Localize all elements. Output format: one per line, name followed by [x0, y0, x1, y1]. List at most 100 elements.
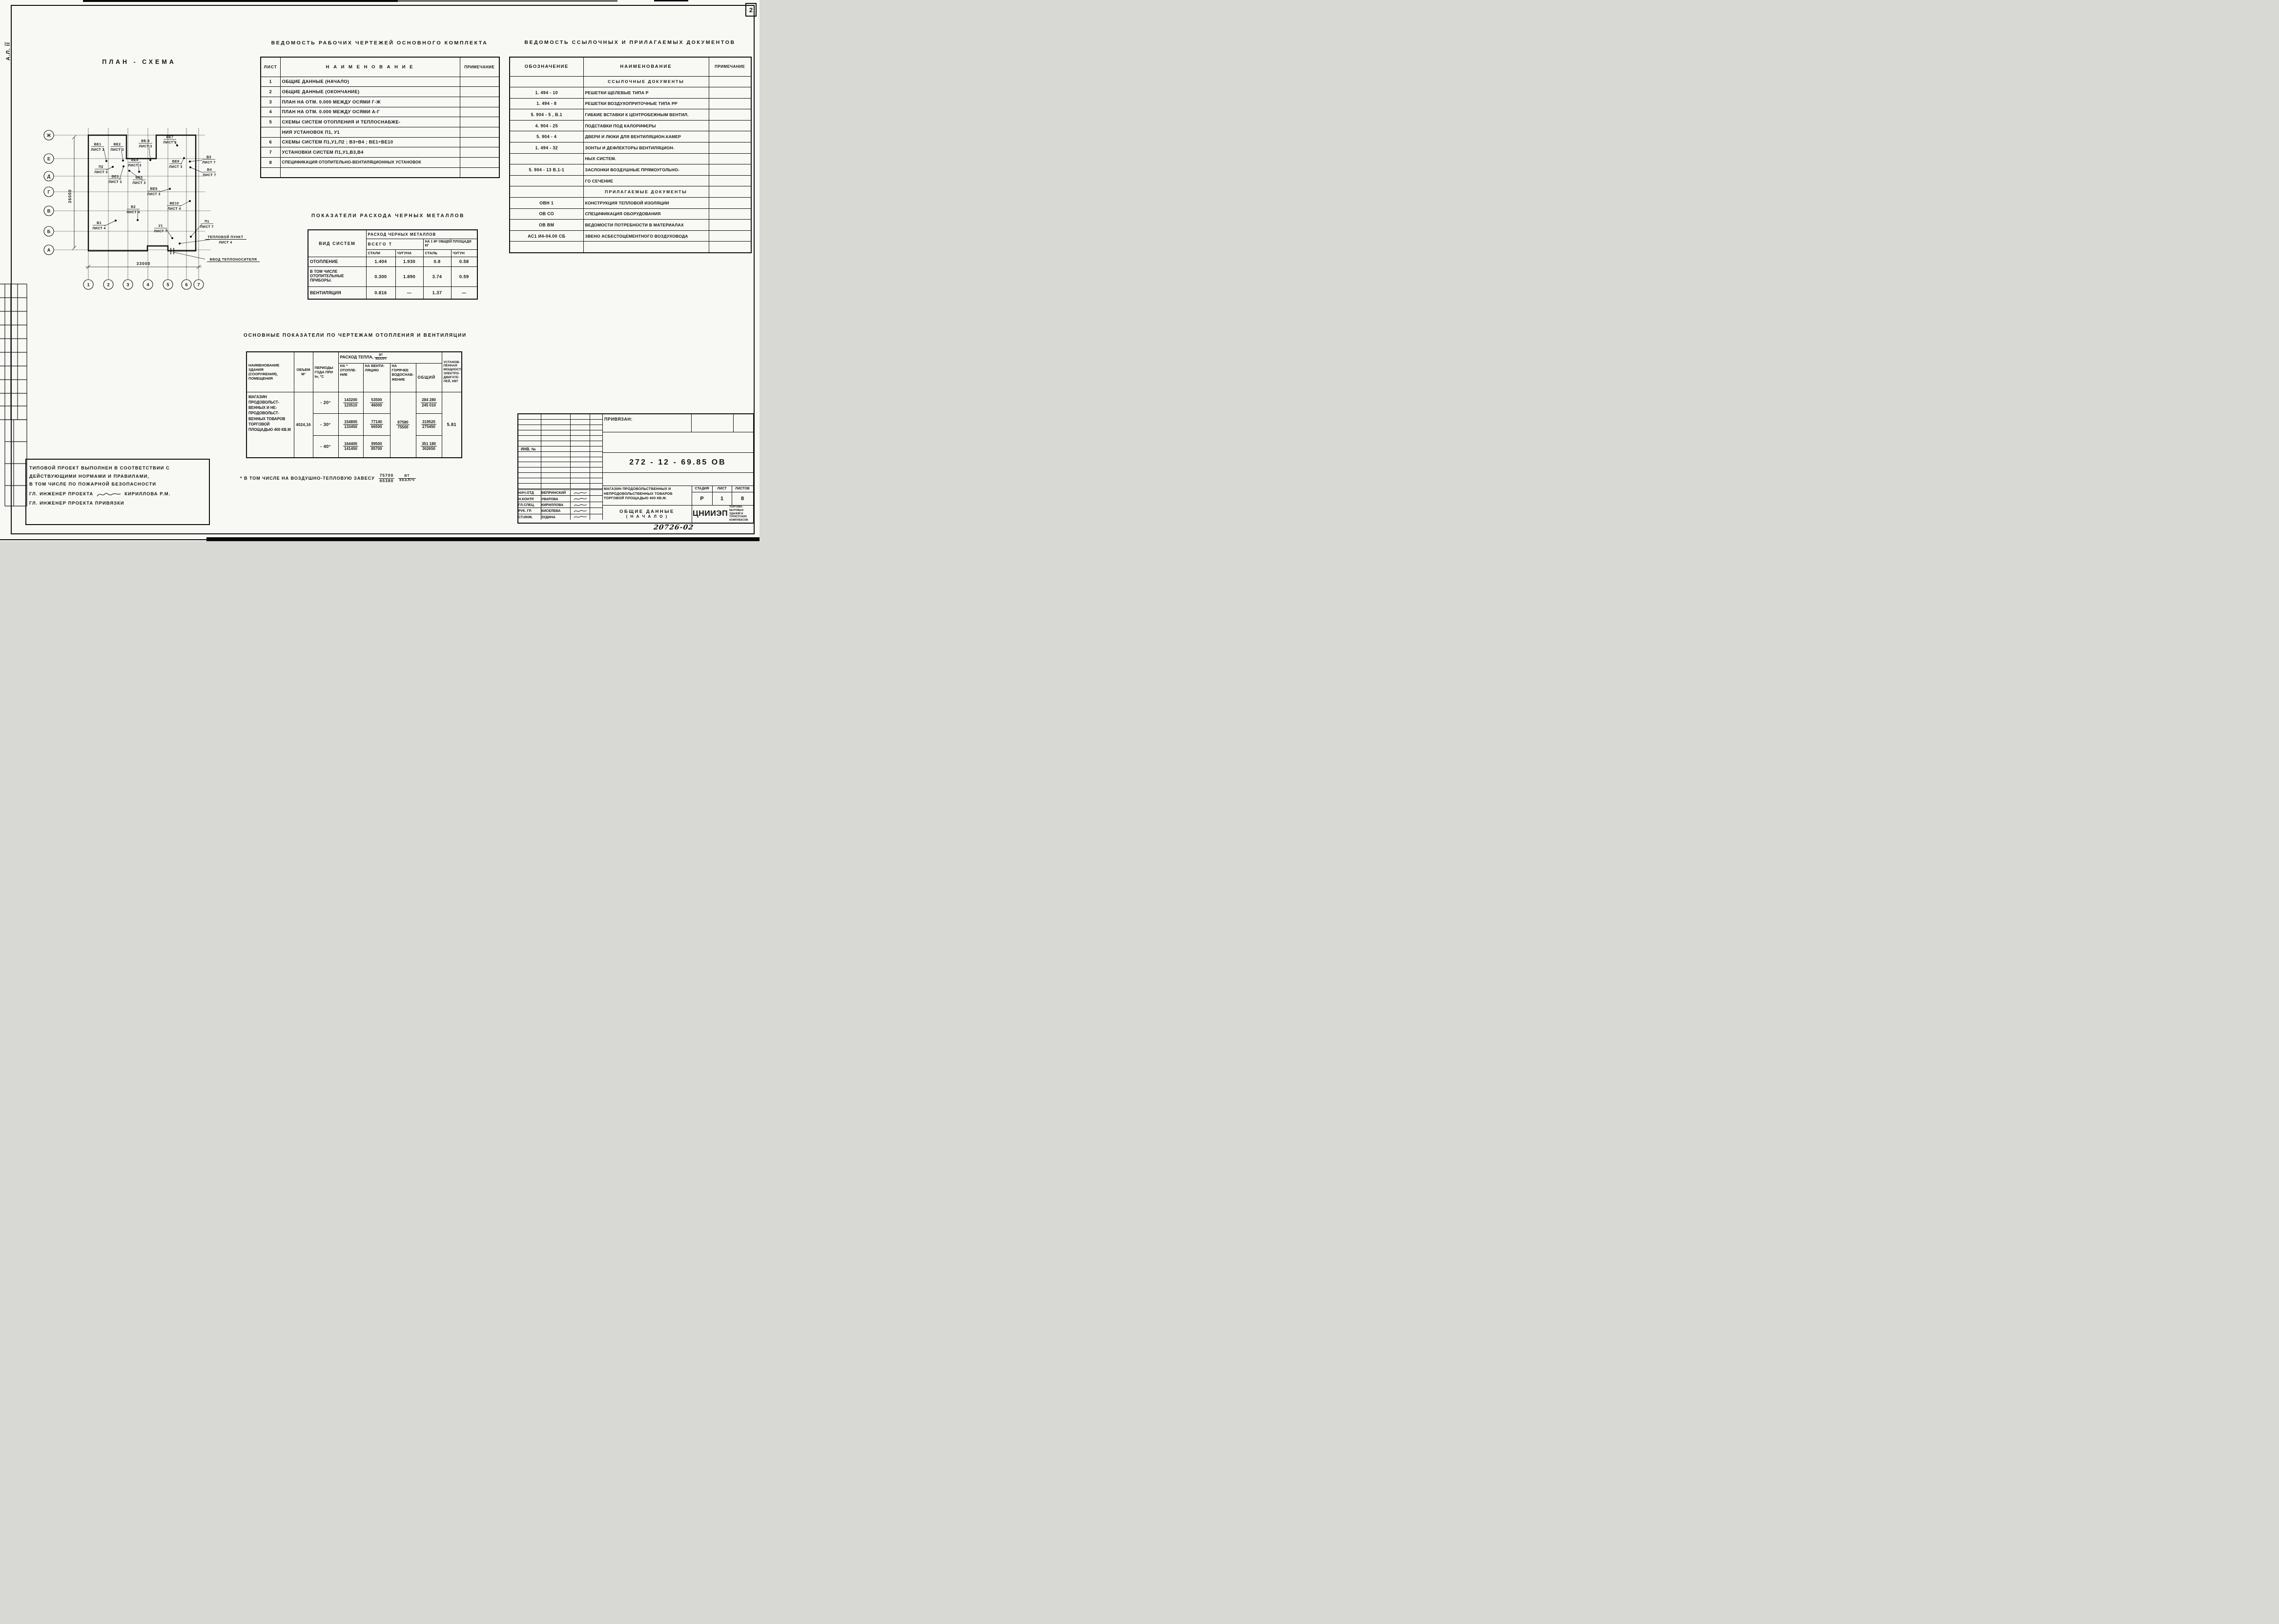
- sheet-frame: [11, 5, 755, 534]
- indicators-row: - 40° 164400 141450 99500 85700 351 180 302…: [246, 435, 462, 458]
- title-block-left-grid: [518, 414, 603, 489]
- signature-row: СТ.ИНЖ. ЗУДИНА: [518, 513, 602, 520]
- metals-title: ПОКАЗАТЕЛИ РАСХОДА ЧЕРНЫХ МЕТАЛЛОВ: [311, 213, 465, 219]
- leader-lines: [103, 140, 210, 260]
- blank-grid-row: [518, 419, 602, 425]
- blank-grid-row: [518, 446, 602, 452]
- metals-row: ВЕНТИЛЯЦИЯ 0.816 — 1.37 —: [308, 286, 478, 300]
- indicators-row: МАГАЗИН ПРОДОВОЛЬСТ­ВЕННЫХ И НЕ­ПРОДОВОЛ…: [246, 391, 462, 458]
- doc-number-cell: 272 - 12 - 69.85 ОВ: [602, 452, 753, 473]
- svg-text:ЛИСТ 4: ЛИСТ 4: [126, 211, 140, 214]
- metals-sub: СТАЛИ: [366, 249, 396, 257]
- plan-label-heat-point: ТЕПЛОВОЙ ПУНКТ ЛИСТ 4: [205, 235, 246, 244]
- blank-grid-row: [518, 441, 602, 447]
- svg-text:3: 3: [126, 283, 129, 287]
- svg-text:ТЕПЛОВОЙ ПУНКТ: ТЕПЛОВОЙ ПУНКТ: [207, 235, 243, 239]
- blank-grid-row: [518, 484, 602, 489]
- svg-text:5: 5: [166, 283, 169, 287]
- signature-squiggle: [97, 492, 121, 496]
- h-sub2: НА ВЕНТИ­ЛЯЦИЮ: [363, 363, 390, 392]
- plan-label: П2 ЛИСТ 3: [94, 165, 107, 174]
- worksheets-title: ВЕДОМОСТЬ РАБОЧИХ ЧЕРТЕЖЕЙ ОСНОВНОГО КОМ…: [271, 40, 488, 46]
- power-value: 5.81: [441, 391, 462, 458]
- metals-band-total: ВСЕГО Т: [366, 238, 424, 250]
- page-number-box: 2: [745, 3, 757, 17]
- svg-text:ЛИСТ 4: ЛИСТ 4: [167, 207, 181, 211]
- dimension-vertical: [72, 135, 77, 250]
- svg-text:А: А: [47, 248, 51, 253]
- svg-text:ЛИСТ 4: ЛИСТ 4: [92, 227, 105, 230]
- dim-33000: 33000: [137, 261, 151, 266]
- scan-artifact-bottom: [206, 537, 760, 541]
- metals-sub: СТАЛЬ: [423, 249, 452, 257]
- project-cell: МАГАЗИН ПРОДОВОЛЬСТВЕННЫХ И НЕПРОДОВОЛЬС…: [602, 486, 692, 506]
- plan-label: ВЕ3 ЛИСТ 3: [108, 175, 122, 184]
- svg-text:П2: П2: [99, 165, 103, 169]
- svg-text:ЛИСТ 4: ЛИСТ 4: [219, 241, 232, 244]
- svg-text:В3: В3: [206, 156, 211, 159]
- svg-text:ВЕ1: ВЕ1: [94, 143, 102, 146]
- ref-row: 1. 494 - 10 РЕШЕТКИ ЩЕЛЕВЫЕ ТИПА Р: [509, 87, 752, 99]
- ref-row: 5. 904 - 4 ДВЕРИ И ЛЮКИ ДЛЯ ВЕНТИЛЯЦИОН.…: [509, 131, 752, 143]
- indicators-row: - 30° 154800 133450 77140 66500 319520 2754…: [246, 413, 462, 436]
- worksheet-row: 7 УСТАНОВКИ СИСТЕМ П1,У1,В3,В4: [260, 147, 500, 158]
- plan-label: ВЕ5 ЛИСТ 3: [132, 176, 145, 185]
- sheets-value: 8: [732, 492, 753, 506]
- worksheet-row: 2 ОБЩИЕ ДАННЫЕ (ОКОНЧАНИЕ): [260, 86, 500, 97]
- ref-row: 1. 494 - 8 РЕШЕТКИ ВОЗДУХОПРИТОЧНЫЕ ТИПА…: [509, 98, 752, 110]
- plan-label-inlet: ВВОД ТЕПЛОНОСИТЕЛЯ: [207, 258, 260, 262]
- svg-text:ВЕ4: ВЕ4: [131, 159, 139, 162]
- svg-text:В2: В2: [131, 205, 136, 209]
- svg-text:ВЕ2: ВЕ2: [114, 143, 121, 146]
- plan-label: ВЕ4 ЛИСТ 3: [128, 159, 141, 167]
- svg-text:ВЕ5: ВЕ5: [136, 176, 143, 180]
- plan-label: П1 ЛИСТ 7: [200, 220, 213, 229]
- ref-row: НЫХ СИСТЕМ.: [509, 153, 752, 165]
- org-subtitle: ТОРГОВО-БЫТОВЫХ ЗДАНИЙ И ТУРИСТСКИХ КОМП…: [729, 506, 748, 522]
- scan-artifact-top2: [398, 0, 617, 1]
- ref-row: ОВ СО СПЕЦИФИКАЦИЯ ОБОРУДОВАНИЯ: [509, 208, 752, 220]
- col-axis-circles: 1 2 3 4 5 6 7: [83, 279, 204, 290]
- signature-squiggle: [574, 498, 587, 500]
- blank-grid-row: [518, 457, 602, 463]
- signature-squiggle: [574, 492, 587, 494]
- svg-text:ВЕ3: ВЕ3: [112, 175, 119, 179]
- ref-row: ПРИЛАГАЕМЫЕ ДОКУМЕНТЫ: [509, 186, 752, 198]
- svg-text:6: 6: [185, 283, 187, 287]
- svg-text:ВЕ7: ВЕ7: [166, 136, 174, 139]
- svg-text:ЛИСТ 3: ЛИСТ 3: [91, 148, 104, 152]
- col-note: ПРИМЕЧАНИЕ: [459, 57, 500, 77]
- svg-text:Ж: Ж: [46, 133, 51, 138]
- svg-text:ЛИСТ 3: ЛИСТ 3: [128, 164, 141, 167]
- worksheet-row: 1 ОБЩИЕ ДАННЫЕ (НАЧАЛО): [260, 76, 500, 87]
- svg-text:ЛИСТ 3: ЛИСТ 3: [163, 141, 176, 144]
- svg-text:Д: Д: [47, 174, 51, 179]
- footnote: * В ТОМ ЧИСЛЕ НА ВОЗДУШНО-ТЕПЛОВУЮ ЗАВЕС…: [240, 473, 416, 483]
- sheet-value: 1: [712, 492, 732, 506]
- note-engineer-line: ГЛ. ИНЖЕНЕР ПРОЕКТА КИРИЛЛОВА Р.М.: [29, 490, 170, 498]
- refs-table: ОБОЗНАЧЕНИЕ НАИМЕНОВАНИЕ ПРИМЕЧАНИЕ ССЫЛ…: [509, 57, 752, 253]
- ref-row: [509, 241, 752, 253]
- worksheet-row: 5 СХЕМЫ СИСТЕМ ОТОПЛЕНИЯ И ТЕПЛОСНАБЖЕ-: [260, 117, 500, 127]
- fold-marks-grid: [0, 284, 27, 507]
- svg-text:ЛИСТ 7: ЛИСТ 7: [202, 161, 215, 164]
- plan-label: ВЕ10 ЛИСТ 4: [167, 202, 182, 211]
- signature-row: НАЧ.ОТД ВЕПРИНСКИЙ: [518, 489, 602, 496]
- signature-row: РУК. ГР. КИСЕЛЕВА: [518, 508, 602, 514]
- blank-grid-row: [518, 473, 602, 479]
- signature-squiggle: [574, 516, 587, 518]
- dimension-horizontal: [85, 264, 202, 269]
- drawing-sheet: 2 А.Л. II ПЛАН - СХЕМА: [0, 0, 760, 541]
- note-line2: ДЕЙСТВУЮЩИМИ НОРМАМИ И ПРАВИЛАМИ,: [29, 473, 150, 479]
- h-power: УСТАНОВ­ЛЕННАЯ МОЩНОСТЬ ЭЛЕКТРО­ДВИГАТЕ­…: [441, 351, 462, 392]
- plan-label: У1 ЛИСТ 7: [154, 224, 167, 233]
- metals-sub: ЧУГУН: [451, 249, 478, 257]
- h-sub4: ОБЩИЙ: [415, 363, 442, 392]
- blank-grid-row: [518, 435, 602, 441]
- blank-band: [602, 432, 753, 453]
- org-logo: ЦНИИЭП: [693, 509, 728, 518]
- ref-row: ССЫЛОЧНЫЕ ДОКУМЕНТЫ: [509, 76, 752, 88]
- indicators-table: НАИМЕНОВАНИЕ ЗДАНИЯ (СООРУЖЕНИЯ), ПОМЕЩЕ…: [246, 351, 463, 458]
- svg-text:ЛИСТ 3: ЛИСТ 3: [108, 181, 122, 184]
- plan-label: ВЕ-6 ЛИСТ 3: [139, 140, 152, 148]
